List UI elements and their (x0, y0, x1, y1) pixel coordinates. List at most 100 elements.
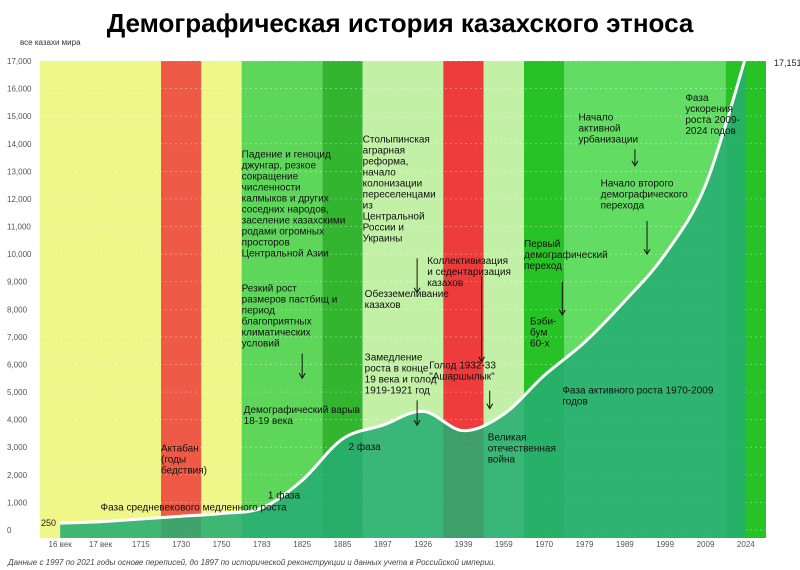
annotation-line: Фаза (685, 93, 709, 104)
x-tick-label: 2009 (697, 540, 715, 549)
annotation-14: Бэби-бум 60-х (530, 315, 556, 349)
x-tick-label: 1897 (374, 540, 392, 549)
band-3 (241, 61, 323, 538)
annotation-line: Центральной (363, 211, 425, 222)
annotation-7: Столыпинская аграрная реформа, начало колони… (363, 134, 436, 244)
annotation-line: годов (562, 396, 587, 407)
annotation-line: роста в конце (365, 363, 429, 374)
band-1 (161, 61, 202, 538)
annotation-13: Первый демографический переход (524, 239, 608, 272)
data-point-16 (705, 184, 707, 186)
data-point-9 (422, 411, 424, 413)
y-tick-label: 5,000 (7, 388, 28, 397)
annotation-line: 1 фаза (268, 489, 301, 501)
annotation-line: Начало второго (601, 179, 674, 190)
annotation-line: бедствия) (161, 464, 207, 476)
data-point-2 (140, 518, 142, 520)
start-value-label: 250 (41, 518, 56, 528)
y-tick-label: 8,000 (7, 305, 28, 314)
chart-title: Демографическая история казахского этнос… (107, 8, 694, 38)
annotation-17: Фаза активного роста 1970-2009 годов (562, 385, 714, 407)
annotation-line: калмыков и других (242, 194, 329, 205)
x-tick-label: 1750 (213, 540, 231, 549)
data-point-3 (180, 515, 182, 517)
arrow-head (631, 160, 639, 167)
annotation-line: Начало (578, 112, 613, 123)
annotation-line: аграрная (363, 145, 405, 156)
y-tick-label: 15,000 (7, 112, 32, 121)
annotation-3: 2 фаза (349, 441, 382, 453)
annotation-line: казахов (427, 278, 463, 289)
population-line (60, 56, 748, 525)
annotation-0: Фаза средневекового медленного роста (101, 503, 288, 514)
annotation-line: перехода (601, 201, 645, 212)
annotation-line: Первый (524, 239, 560, 250)
arrow-head (478, 356, 486, 363)
data-point-0 (59, 522, 61, 524)
x-tick-label: 2024 (737, 540, 755, 549)
y-tick-label: 9,000 (7, 278, 28, 287)
data-point-8 (382, 424, 384, 426)
y-tick-label: 16,000 (7, 85, 32, 94)
annotations: Фаза средневекового медленного роста 1 фа… (101, 93, 740, 514)
annotation-arrows (298, 149, 651, 427)
y-tick-label: 12,000 (7, 195, 32, 204)
annotation-line: 1919-1921 год (365, 385, 430, 396)
annotation-15: Начало активной урбанизации (578, 112, 638, 145)
annotation-line: родами огромных (242, 227, 324, 238)
x-tick-label: 1715 (132, 540, 150, 549)
annotation-line: отечественная (488, 443, 556, 454)
x-tick-label: 17 век (89, 540, 113, 549)
annotation-line: Фаза активного роста 1970-2009 (562, 385, 714, 396)
annotation-line: 2 фаза (349, 441, 382, 453)
end-point (743, 54, 749, 60)
annotation-line: соседних народов, (242, 205, 329, 216)
x-tick-label: 1959 (495, 540, 513, 549)
arrow-head (413, 287, 421, 294)
end-value-label: 17,151 (774, 58, 800, 68)
arrow-head (486, 403, 494, 410)
annotation-6: Демографический варыв 18-19 века (244, 404, 360, 427)
annotation-line: реформа, (363, 155, 409, 167)
y-axis-ticks: 0 1,000 2,000 3,000 4,000 5,000 6,000 7,000 8,00… (7, 57, 32, 535)
annotation-2: Актабан (годы бедствия) (161, 442, 207, 476)
annotation-line: война (488, 454, 516, 465)
annotation-line: джунгар, резкое (242, 161, 317, 172)
annotation-line: Обезземеливание (365, 288, 450, 300)
y-tick-label: 7,000 (7, 333, 28, 342)
annotation-line: активной (578, 123, 620, 134)
annotation-1: 1 фаза (268, 489, 301, 501)
annotation-line: размеров пастбищ и (242, 293, 338, 305)
arrow-head (558, 309, 566, 316)
annotation-12: Великая отечественная война (488, 432, 556, 465)
y-tick-label: 1,000 (7, 498, 28, 507)
annotation-line: Резкий рост (242, 283, 298, 294)
annotation-line: Великая (488, 432, 527, 443)
x-tick-label: 1989 (616, 540, 634, 549)
data-point-10 (463, 430, 465, 432)
annotation-line: Бэби- (530, 315, 556, 327)
annotation-8: Обезземеливание казахов (365, 288, 450, 311)
annotation-10: Коллективизация и седентаризация казахов (427, 256, 511, 289)
annotation-line: начало (363, 167, 397, 178)
annotation-line: 19 века и голод (365, 374, 437, 385)
x-tick-label: 1730 (172, 540, 190, 549)
population-area (59, 54, 749, 539)
footnote: Данные с 1997 по 2021 годы основе перепи… (7, 558, 496, 567)
annotation-line: просторов (242, 238, 290, 249)
annotation-line: 60-х (530, 338, 549, 349)
annotation-line: Актабан (161, 442, 199, 454)
band-2 (201, 61, 242, 538)
annotation-line: 18-19 века (244, 416, 294, 427)
annotation-line: из (363, 200, 374, 211)
annotation-line: заселение казахскими (242, 216, 346, 227)
data-point-15 (664, 253, 666, 255)
annotation-line: Столыпинская (363, 134, 430, 145)
annotation-11: Голод 1932-33 "Ашаршылык" (429, 361, 496, 383)
annotation-line: роста 2009- (685, 115, 740, 126)
data-point-12 (543, 375, 545, 377)
data-point-1 (100, 521, 102, 523)
annotation-line: Замедление (365, 352, 423, 363)
x-tick-label: 1885 (334, 540, 352, 549)
data-point-11 (503, 413, 505, 415)
